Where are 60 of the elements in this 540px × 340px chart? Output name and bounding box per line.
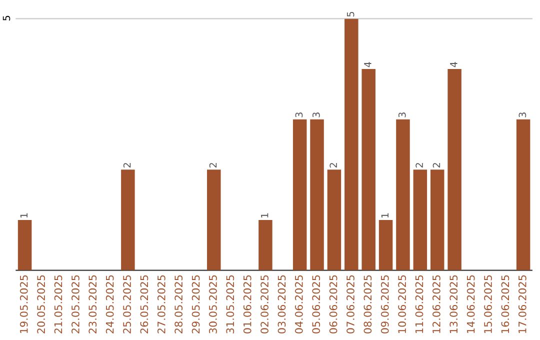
x-tick-label: 02.06.2025 xyxy=(260,275,268,334)
bar xyxy=(430,170,444,270)
bar xyxy=(413,170,428,270)
bar xyxy=(344,18,358,270)
data-label: 1 xyxy=(20,213,28,218)
x-tick-label: 01.06.2025 xyxy=(243,275,252,334)
x-tick-label: 31.05.2025 xyxy=(226,275,234,334)
x-tick-label: 16.06.2025 xyxy=(501,275,510,333)
x-tick-label: 29.05.2025 xyxy=(192,275,200,334)
bar xyxy=(310,119,324,270)
x-tick-label: 03.06.2025 xyxy=(278,275,286,334)
data-label: 1 xyxy=(381,213,388,218)
x-tick-label: 19.05.2025 xyxy=(20,275,28,333)
data-label: 2 xyxy=(432,163,440,168)
data-label: 2 xyxy=(123,163,131,168)
data-label: 3 xyxy=(295,112,303,118)
x-tick-label: 21.05.2025 xyxy=(54,275,62,334)
data-label: 3 xyxy=(312,112,320,118)
bar xyxy=(448,69,462,270)
x-tick-label: 30.05.2025 xyxy=(209,275,217,334)
x-tick-label: 26.05.2025 xyxy=(140,275,148,334)
bar xyxy=(18,220,32,270)
x-tick-label: 24.05.2025 xyxy=(106,275,114,334)
x-tick-label: 09.06.2025 xyxy=(380,275,389,334)
x-tick-label: 12.06.2025 xyxy=(432,275,440,333)
x-tick-label: 05.06.2025 xyxy=(312,275,320,334)
x-tick-label: 06.06.2025 xyxy=(329,275,338,334)
x-tick-label: 13.06.2025 xyxy=(450,275,458,333)
x-tick-label: 14.06.2025 xyxy=(466,275,475,333)
x-tick-label: 17.06.2025 xyxy=(518,275,526,333)
data-label: 4 xyxy=(450,62,458,68)
data-label: 2 xyxy=(416,163,423,168)
data-label: 5 xyxy=(347,12,354,17)
x-tick-label: 22.05.2025 xyxy=(72,275,80,334)
data-label: 4 xyxy=(364,62,372,68)
x-tick-label: 11.06.2025 xyxy=(415,275,424,333)
bar xyxy=(292,119,307,270)
data-label: 2 xyxy=(209,163,217,168)
bar xyxy=(362,69,376,270)
x-tick-label: 15.06.2025 xyxy=(484,275,492,333)
bar xyxy=(258,220,272,270)
bar xyxy=(207,170,221,270)
x-tick-label: 25.05.2025 xyxy=(123,275,131,334)
x-tick-label: 27.05.2025 xyxy=(157,275,166,334)
bar xyxy=(396,119,410,270)
x-tick-label: 10.06.2025 xyxy=(398,275,406,333)
x-tick-label: 23.05.2025 xyxy=(88,275,97,334)
data-label: 3 xyxy=(398,112,406,118)
data-label: 3 xyxy=(518,112,526,118)
bar xyxy=(327,170,342,270)
x-tick-label: 08.06.2025 xyxy=(364,275,372,334)
x-tick-label: 20.05.2025 xyxy=(37,275,46,334)
x-tick-label: 28.05.2025 xyxy=(174,275,183,334)
bar xyxy=(516,119,530,270)
bar xyxy=(121,170,135,270)
x-tick-label: 07.06.2025 xyxy=(346,275,354,334)
bar xyxy=(378,220,393,270)
data-label: 2 xyxy=(330,163,337,168)
x-tick-label: 04.06.2025 xyxy=(294,275,303,334)
data-label: 1 xyxy=(261,213,268,218)
